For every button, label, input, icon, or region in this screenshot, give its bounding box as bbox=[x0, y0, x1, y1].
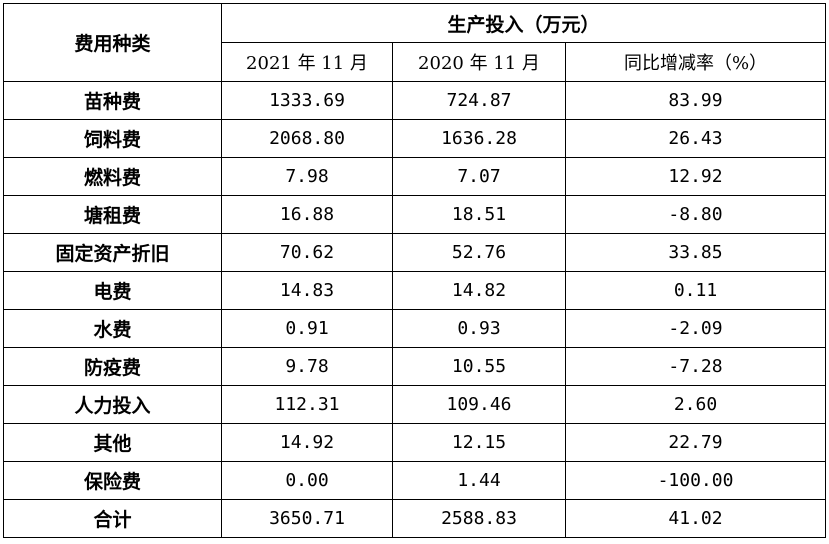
value-2021: 70.62 bbox=[221, 233, 393, 272]
total-row: 合计 3650.71 2588.83 41.02 bbox=[3, 499, 827, 538]
value-2020: 109.46 bbox=[392, 385, 566, 424]
change-rate: -2.09 bbox=[564, 309, 827, 348]
value-2021: 16.88 bbox=[221, 195, 393, 234]
value-2020: 10.55 bbox=[392, 347, 566, 386]
value-2020: 1.44 bbox=[392, 461, 566, 500]
table-row: 饲料费 2068.80 1636.28 26.43 bbox=[3, 119, 827, 158]
row-label: 饲料费 bbox=[3, 119, 222, 158]
production-cost-table: 费用种类 生产投入（万元） 2021 年 11 月 2020 年 11 月 同比… bbox=[3, 3, 827, 538]
value-2020: 7.07 bbox=[392, 157, 566, 196]
value-2021: 1333.69 bbox=[221, 81, 393, 120]
value-2020: 724.87 bbox=[392, 81, 566, 120]
row-label: 其他 bbox=[3, 423, 222, 462]
value-2021: 9.78 bbox=[221, 347, 393, 386]
change-rate: -100.00 bbox=[564, 461, 827, 500]
change-rate: 12.92 bbox=[564, 157, 827, 196]
value-2020: 52.76 bbox=[392, 233, 566, 272]
value-2021: 0.00 bbox=[221, 461, 393, 500]
table-row: 人力投入 112.31 109.46 2.60 bbox=[3, 385, 827, 424]
value-2021: 14.83 bbox=[221, 271, 393, 310]
change-rate: 33.85 bbox=[564, 233, 827, 272]
row-label: 保险费 bbox=[3, 461, 222, 500]
table-row: 防疫费 9.78 10.55 -7.28 bbox=[3, 347, 827, 386]
change-rate: 41.02 bbox=[564, 499, 827, 538]
table-row: 其他 14.92 12.15 22.79 bbox=[3, 423, 827, 462]
row-label: 燃料费 bbox=[3, 157, 222, 196]
value-2020: 12.15 bbox=[392, 423, 566, 462]
change-rate: 0.11 bbox=[564, 271, 827, 310]
change-rate: -8.80 bbox=[564, 195, 827, 234]
value-2021: 112.31 bbox=[221, 385, 393, 424]
row-label: 合计 bbox=[3, 499, 222, 538]
col-header-change-rate: 同比增减率（%） bbox=[564, 42, 827, 82]
header-row-1: 费用种类 生产投入（万元） bbox=[3, 3, 827, 82]
table-row: 固定资产折旧 70.62 52.76 33.85 bbox=[3, 233, 827, 272]
row-label: 苗种费 bbox=[3, 81, 222, 120]
change-rate: 22.79 bbox=[564, 423, 827, 462]
value-2020: 2588.83 bbox=[392, 499, 566, 538]
table-row: 苗种费 1333.69 724.87 83.99 bbox=[3, 81, 827, 120]
row-label: 防疫费 bbox=[3, 347, 222, 386]
value-2020: 18.51 bbox=[392, 195, 566, 234]
value-2020: 0.93 bbox=[392, 309, 566, 348]
cost-table-container: 费用种类 生产投入（万元） 2021 年 11 月 2020 年 11 月 同比… bbox=[3, 3, 827, 538]
change-rate: 26.43 bbox=[564, 119, 827, 158]
value-2021: 7.98 bbox=[221, 157, 393, 196]
header-row-2: 2021 年 11 月 2020 年 11 月 同比增减率（%） bbox=[4, 42, 827, 82]
table-row: 电费 14.83 14.82 0.11 bbox=[3, 271, 827, 310]
cost-type-header: 费用种类 bbox=[3, 3, 222, 82]
table-row: 塘租费 16.88 18.51 -8.80 bbox=[3, 195, 827, 234]
change-rate: 83.99 bbox=[564, 81, 827, 120]
col-header-2020: 2020 年 11 月 bbox=[392, 42, 566, 82]
value-2020: 14.82 bbox=[392, 271, 566, 310]
value-2021: 2068.80 bbox=[221, 119, 393, 158]
table-row: 燃料费 7.98 7.07 12.92 bbox=[3, 157, 827, 196]
value-2020: 1636.28 bbox=[392, 119, 566, 158]
table-row: 水费 0.91 0.93 -2.09 bbox=[3, 309, 827, 348]
col-header-2021: 2021 年 11 月 bbox=[221, 42, 393, 82]
value-2021: 3650.71 bbox=[221, 499, 393, 538]
row-label: 水费 bbox=[3, 309, 222, 348]
value-2021: 14.92 bbox=[221, 423, 393, 462]
change-rate: 2.60 bbox=[564, 385, 827, 424]
row-label: 固定资产折旧 bbox=[3, 233, 222, 272]
table-row: 保险费 0.00 1.44 -100.00 bbox=[3, 461, 827, 500]
row-label: 塘租费 bbox=[3, 195, 222, 234]
row-label: 人力投入 bbox=[3, 385, 222, 424]
change-rate: -7.28 bbox=[564, 347, 827, 386]
production-input-header: 生产投入（万元） bbox=[220, 3, 827, 43]
row-label: 电费 bbox=[3, 271, 222, 310]
value-2021: 0.91 bbox=[221, 309, 393, 348]
